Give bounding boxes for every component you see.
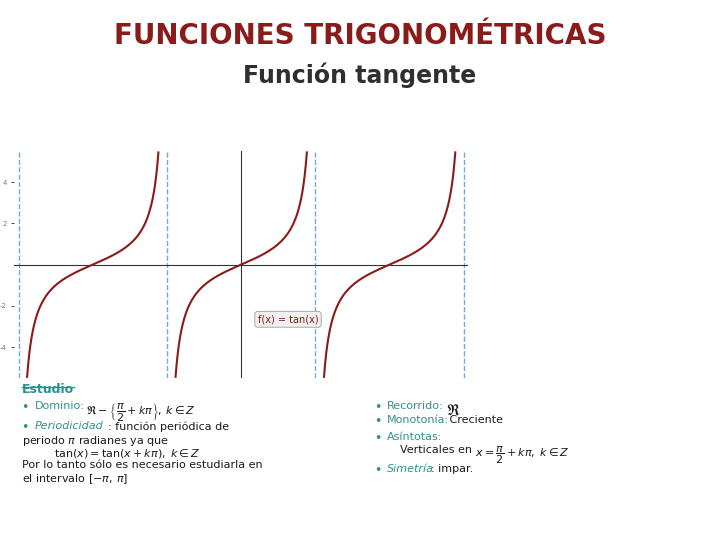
Text: $\mathfrak{R}$: $\mathfrak{R}$	[446, 402, 461, 417]
Text: : función periódica de: : función periódica de	[108, 421, 229, 431]
Text: Recorrido:: Recorrido:	[387, 401, 444, 411]
Text: Periodicidad: Periodicidad	[35, 421, 103, 431]
Text: Dominio:: Dominio:	[35, 401, 84, 411]
Text: Simetría: Simetría	[387, 464, 434, 475]
Text: •: •	[374, 401, 382, 414]
Text: Creciente: Creciente	[446, 415, 503, 425]
Text: $x = \dfrac{\pi}{2} + k\pi,\; k \in Z$: $x = \dfrac{\pi}{2} + k\pi,\; k \in Z$	[475, 445, 570, 467]
Text: $\tan(x) = \tan(x + k\pi),\; k \in Z$: $\tan(x) = \tan(x + k\pi),\; k \in Z$	[54, 447, 200, 460]
Text: Verticales en: Verticales en	[400, 445, 472, 455]
Text: periodo $\pi$ radianes ya que: periodo $\pi$ radianes ya que	[22, 434, 168, 448]
Text: el intervalo $\left[-\pi,\, \pi\right]$: el intervalo $\left[-\pi,\, \pi\right]$	[22, 472, 128, 487]
Text: FUNCIONES TRIGONOMÉTRICAS: FUNCIONES TRIGONOMÉTRICAS	[114, 22, 606, 50]
Text: •: •	[22, 421, 29, 434]
Text: •: •	[374, 415, 382, 428]
Text: •: •	[374, 432, 382, 445]
Text: Asíntotas:: Asíntotas:	[387, 432, 443, 442]
Text: •: •	[374, 464, 382, 477]
Text: : impar.: : impar.	[431, 464, 473, 475]
Text: Estudio: Estudio	[22, 383, 73, 396]
Text: $\mathfrak{R} - \left\{\dfrac{\pi}{2} + k\pi\right\},\, k \in Z$: $\mathfrak{R} - \left\{\dfrac{\pi}{2} + …	[86, 401, 196, 423]
Text: Función tangente: Función tangente	[243, 62, 477, 87]
Text: Por lo tanto sólo es necesario estudiarla en: Por lo tanto sólo es necesario estudiarl…	[22, 460, 262, 470]
Text: f(x) = tan(x): f(x) = tan(x)	[258, 314, 318, 325]
Text: •: •	[22, 401, 29, 414]
Text: Monotonía:: Monotonía:	[387, 415, 449, 425]
